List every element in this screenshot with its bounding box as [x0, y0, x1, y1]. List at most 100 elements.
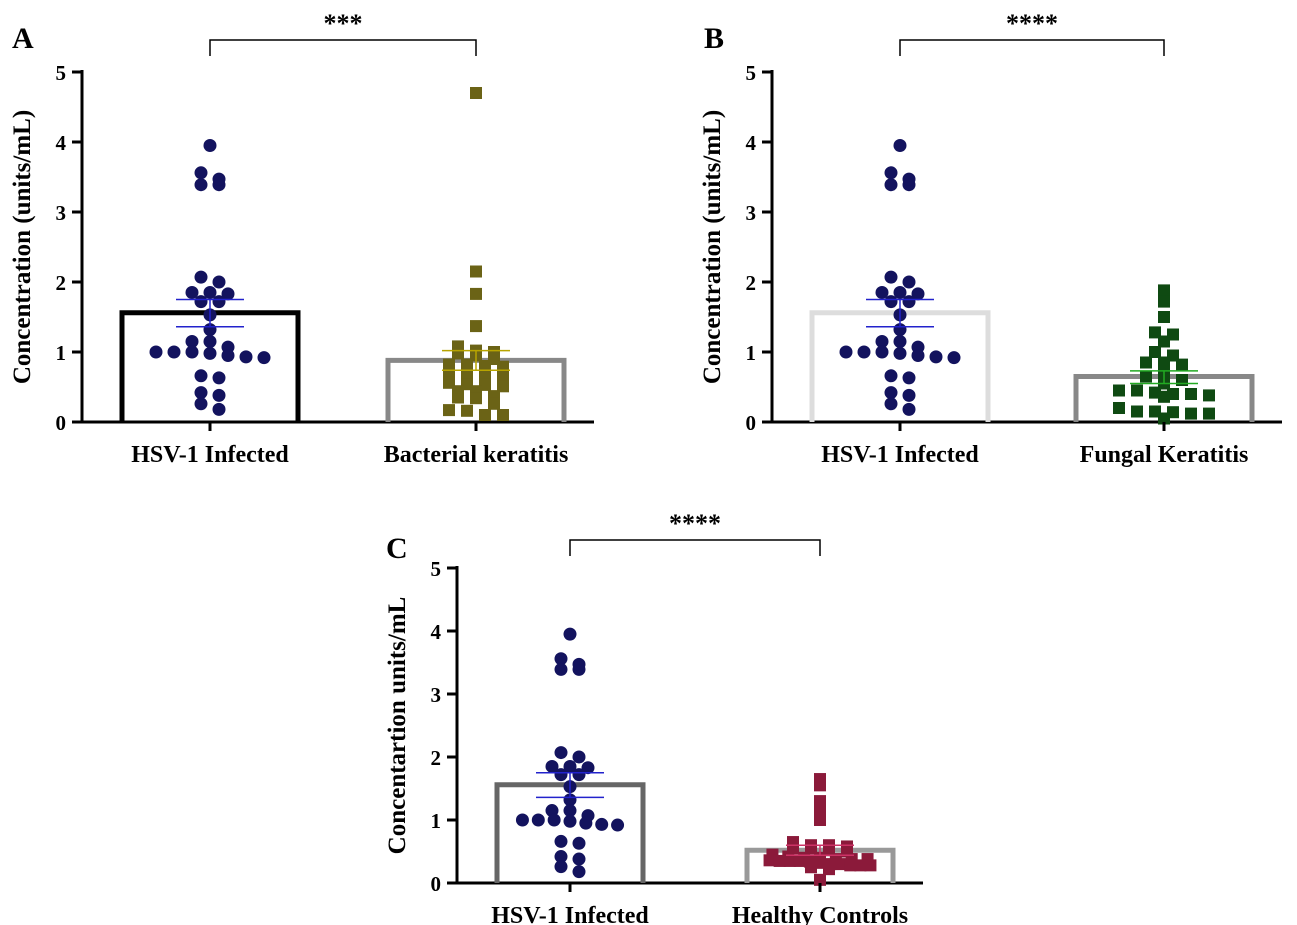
data-point	[805, 861, 817, 874]
y-tick-label: 0	[746, 411, 757, 435]
data-point	[572, 836, 586, 850]
data-point	[884, 397, 898, 411]
data-point	[1176, 358, 1188, 371]
data-point	[497, 380, 509, 393]
data-point	[554, 652, 568, 666]
data-point	[929, 350, 943, 364]
data-point	[221, 349, 235, 362]
data-point	[857, 345, 871, 359]
y-tick-label: 1	[56, 341, 67, 365]
data-point	[902, 172, 916, 186]
data-point	[1158, 412, 1170, 425]
data-point	[203, 139, 217, 152]
data-point	[547, 813, 561, 827]
y-tick-label: 3	[56, 201, 67, 225]
data-point	[893, 286, 907, 299]
y-axis-label: Concentration (units/mL)	[699, 110, 726, 384]
data-point	[221, 287, 235, 301]
significance-bracket	[569, 539, 821, 556]
data-point	[572, 750, 586, 764]
data-point	[875, 335, 889, 348]
data-point	[194, 178, 208, 192]
data-point	[572, 657, 586, 671]
data-point	[479, 409, 491, 421]
data-point	[1203, 407, 1215, 420]
data-point	[461, 367, 473, 379]
data-point	[212, 172, 226, 186]
data-point	[1131, 384, 1143, 397]
data-point	[167, 345, 181, 359]
data-point	[194, 397, 208, 411]
data-point	[203, 335, 217, 348]
data-point	[814, 873, 826, 886]
data-point	[875, 286, 889, 299]
significance-stars: ***	[324, 9, 363, 38]
data-point	[884, 166, 898, 180]
data-point	[884, 270, 898, 284]
data-point	[595, 817, 609, 831]
data-point	[864, 859, 877, 872]
data-point	[854, 859, 867, 872]
data-point	[814, 779, 826, 792]
y-tick-label: 5	[431, 557, 442, 581]
data-point	[1149, 326, 1161, 339]
y-tick-label: 2	[746, 271, 757, 295]
data-point	[793, 854, 806, 867]
panel-label: A	[12, 22, 34, 55]
category-label: Healthy Controls	[732, 903, 908, 925]
data-point	[185, 286, 199, 299]
data-point	[149, 345, 163, 359]
data-point	[554, 662, 568, 676]
data-point	[902, 295, 916, 309]
data-point	[1158, 390, 1170, 403]
data-point	[470, 392, 482, 405]
data-point	[1113, 402, 1125, 414]
data-point	[212, 371, 226, 385]
data-point	[783, 854, 796, 867]
data-point	[452, 391, 464, 404]
significance-stars: ****	[1006, 9, 1058, 38]
category-label: HSV-1 Infected	[821, 442, 979, 468]
data-point	[470, 320, 482, 333]
data-point	[911, 287, 925, 301]
significance-bracket	[209, 39, 477, 56]
data-point	[572, 768, 586, 782]
data-point	[194, 369, 208, 383]
data-point	[257, 351, 271, 365]
data-point	[185, 345, 199, 359]
data-point	[823, 863, 835, 876]
data-point	[1140, 370, 1152, 383]
data-point	[185, 335, 199, 348]
data-point	[545, 759, 559, 773]
data-point	[814, 795, 826, 808]
data-point	[814, 814, 826, 826]
y-tick-label: 5	[56, 61, 67, 85]
data-point	[203, 346, 217, 360]
y-tick-label: 2	[431, 746, 442, 770]
data-point	[1158, 335, 1170, 348]
data-point	[488, 397, 500, 410]
data-point	[884, 178, 898, 192]
data-point	[884, 369, 898, 383]
data-point	[194, 166, 208, 180]
data-point	[194, 270, 208, 284]
y-tick-label: 0	[56, 411, 67, 435]
data-point	[1158, 295, 1170, 308]
y-tick-label: 1	[431, 809, 442, 833]
y-tick-label: 3	[431, 683, 442, 707]
data-point	[531, 813, 545, 827]
data-point	[1131, 405, 1143, 418]
data-point	[884, 386, 898, 400]
data-point	[203, 286, 217, 299]
data-point	[212, 388, 226, 402]
data-point	[1158, 284, 1170, 297]
category-label: Bacterial keratitis	[384, 442, 569, 468]
data-point	[773, 854, 786, 867]
data-point	[461, 404, 473, 417]
category-label: HSV-1 Infected	[491, 903, 649, 925]
data-point	[239, 350, 253, 364]
data-point	[212, 295, 226, 309]
data-point	[893, 335, 907, 348]
data-point	[884, 295, 898, 309]
